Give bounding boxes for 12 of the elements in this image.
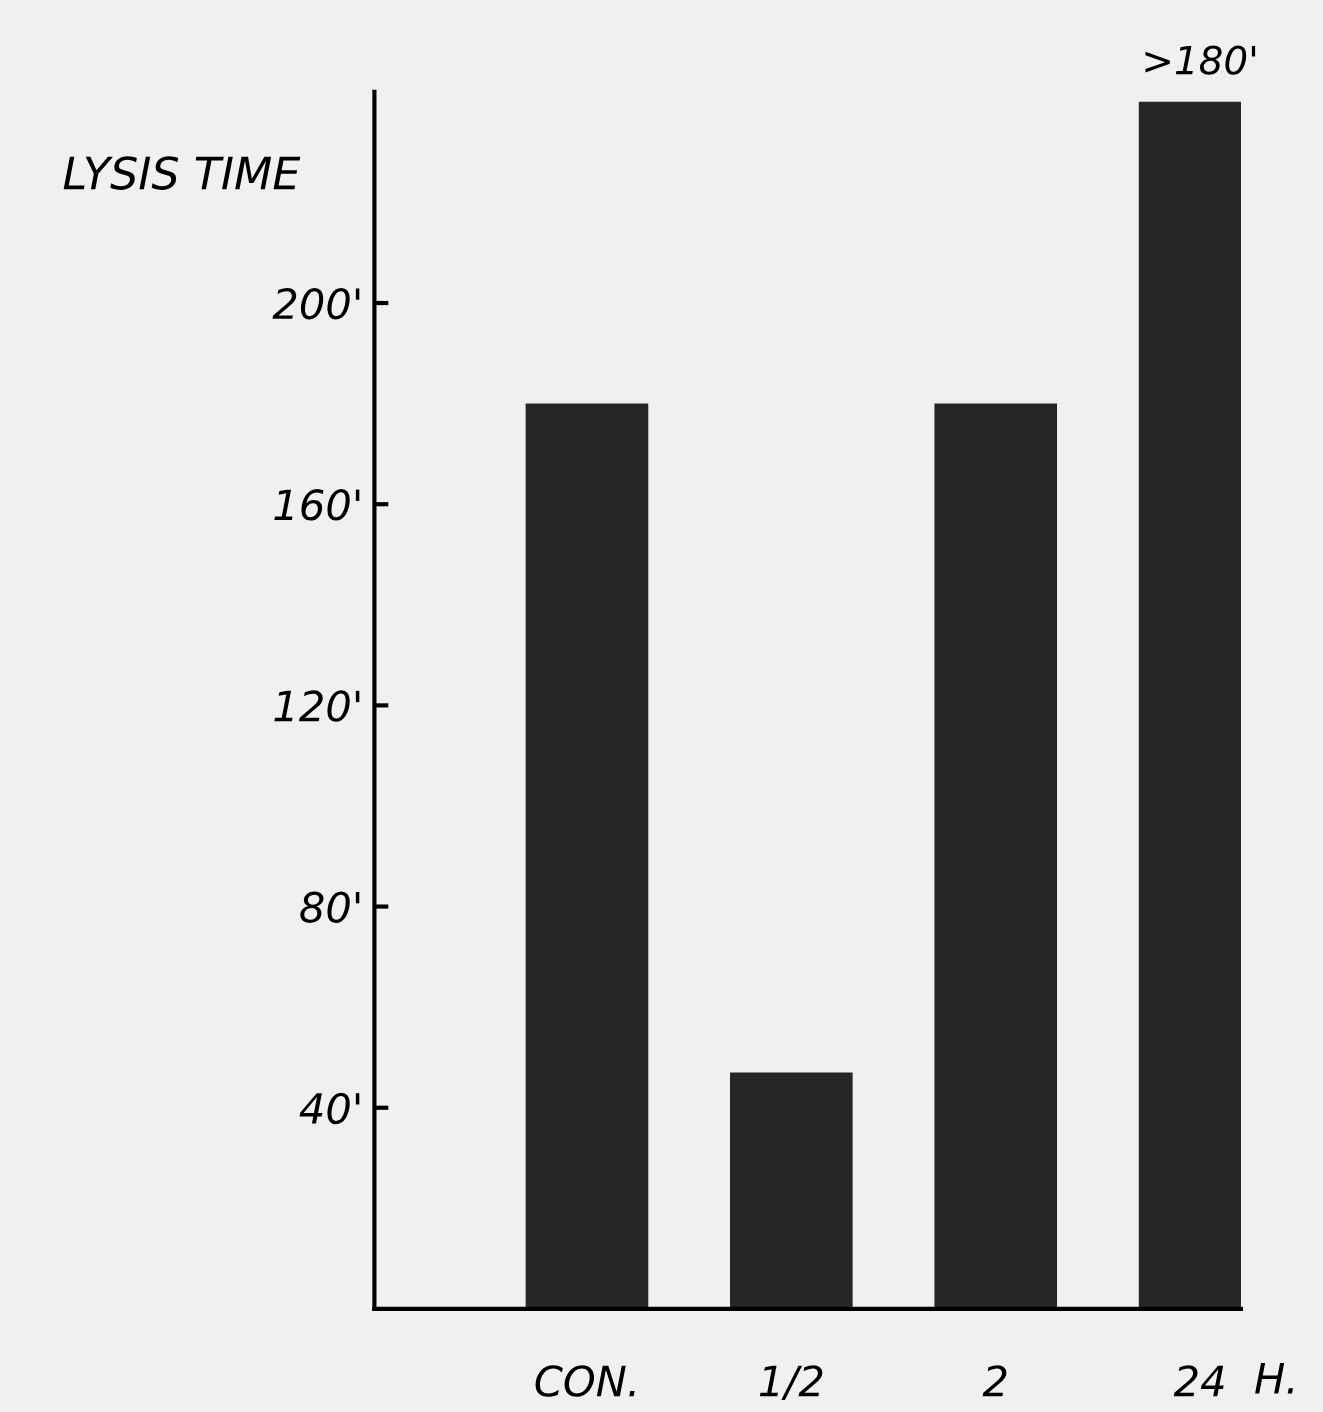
x-tick-label: 24	[1173, 1365, 1224, 1397]
y-tick-label: 120'	[274, 690, 360, 722]
y-tick-label: 200'	[272, 287, 360, 320]
x-tick-label: 2	[982, 1365, 1007, 1397]
x-tick-label: CON.	[535, 1365, 635, 1397]
y-tick-label: 160'	[274, 489, 360, 521]
y-tick-label: 40'	[299, 1092, 360, 1125]
data-label: >180'	[1145, 45, 1256, 75]
x-axis-title: H.	[1255, 1363, 1294, 1394]
y-axis-title: LYSIS TIME	[63, 156, 301, 190]
y-tick-label: 80'	[300, 891, 360, 923]
x-tick-label: 1/2	[759, 1365, 823, 1401]
